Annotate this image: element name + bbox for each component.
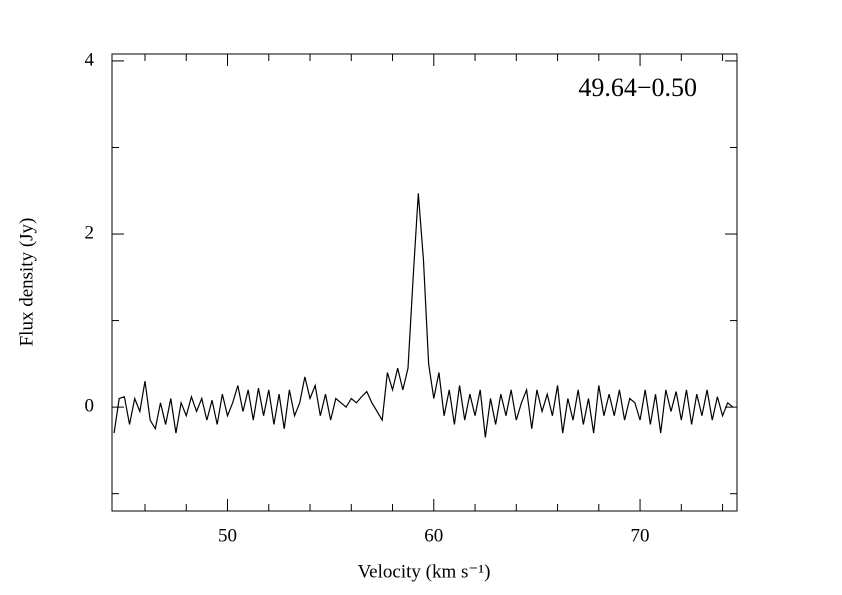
spectrum-line: [113, 193, 734, 438]
annotation: 49.64−0.50: [578, 73, 697, 102]
x-axis-label: Velocity (km s⁻¹): [358, 561, 491, 582]
y-tick-label: 0: [85, 395, 95, 416]
y-tick-label: 4: [85, 49, 95, 70]
y-tick-label: 2: [85, 222, 95, 243]
y-axis-label: Flux density (Jy): [16, 218, 37, 347]
x-tick-label: 60: [424, 525, 443, 546]
x-tick-label: 70: [631, 525, 650, 546]
plot-frame: [111, 53, 738, 512]
x-tick-label: 50: [218, 525, 237, 546]
